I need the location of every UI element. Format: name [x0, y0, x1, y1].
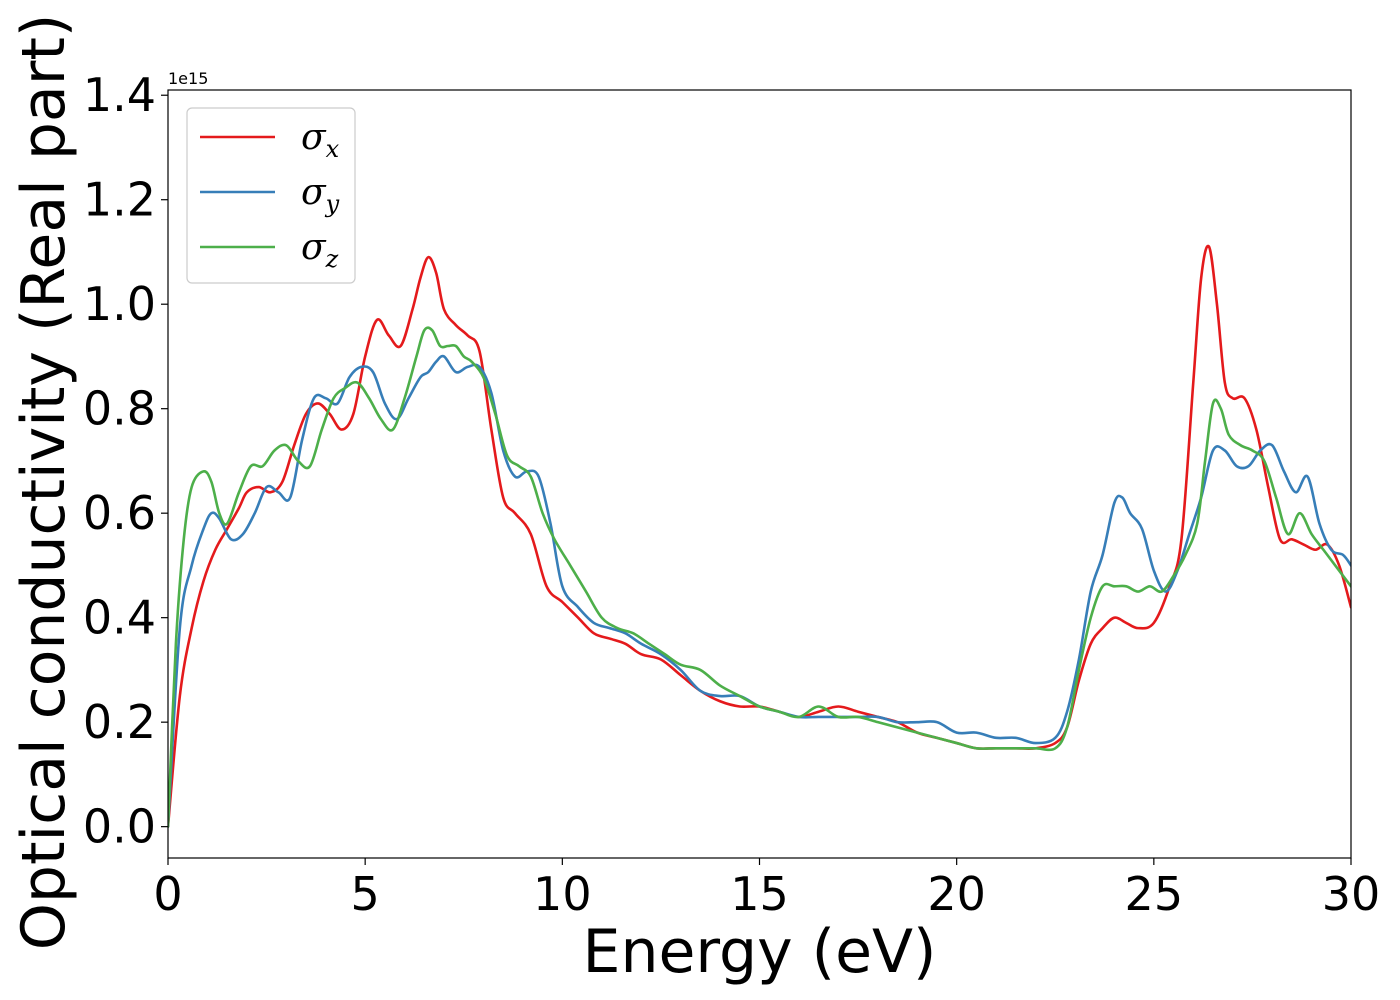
x-tick-label: 10	[533, 867, 592, 921]
y-tick-label: 1.2	[83, 173, 156, 227]
legend-label: σz	[301, 227, 339, 273]
y-axis-title: Optical conductivity (Real part)	[9, 14, 79, 951]
y-tick-label: 0.2	[83, 695, 156, 749]
legend-item-y: σy	[200, 172, 340, 218]
legend-label: σy	[301, 172, 340, 218]
legend-box	[186, 107, 356, 284]
y-tick-label: 0.6	[83, 486, 156, 540]
legend-label: σx	[301, 117, 340, 163]
x-tick-label: 30	[1322, 867, 1381, 921]
y-tick-label: 1.0	[83, 277, 156, 331]
x-axis-ticks: 0 5 10 15 20 25 30	[153, 858, 1380, 921]
x-tick-label: 5	[351, 867, 380, 921]
y-tick-label: 1.4	[83, 68, 156, 122]
series-layer	[168, 244, 1351, 828]
legend-item-x: σx	[200, 117, 340, 163]
legend: σx σy σz	[186, 107, 356, 284]
x-tick-label: 20	[927, 867, 986, 921]
x-axis-title: Energy (eV)	[583, 917, 937, 987]
x-tick-label: 0	[153, 867, 182, 921]
y-axis-ticks: 0.0 0.2 0.4 0.6 0.8 1.0 1.2 1.4	[83, 68, 168, 854]
x-tick-label: 15	[730, 867, 789, 921]
x-tick-label: 25	[1125, 867, 1184, 921]
series-line-z	[168, 326, 1351, 828]
legend-item-z: σz	[200, 227, 339, 273]
y-tick-label: 0.8	[83, 382, 156, 436]
y-tick-label: 0.4	[83, 591, 156, 645]
series-line-x	[168, 244, 1351, 828]
y-offset-label: 1e15	[168, 69, 208, 88]
y-tick-label: 0.0	[83, 800, 156, 854]
legend-items: σx σy σz	[200, 117, 340, 273]
